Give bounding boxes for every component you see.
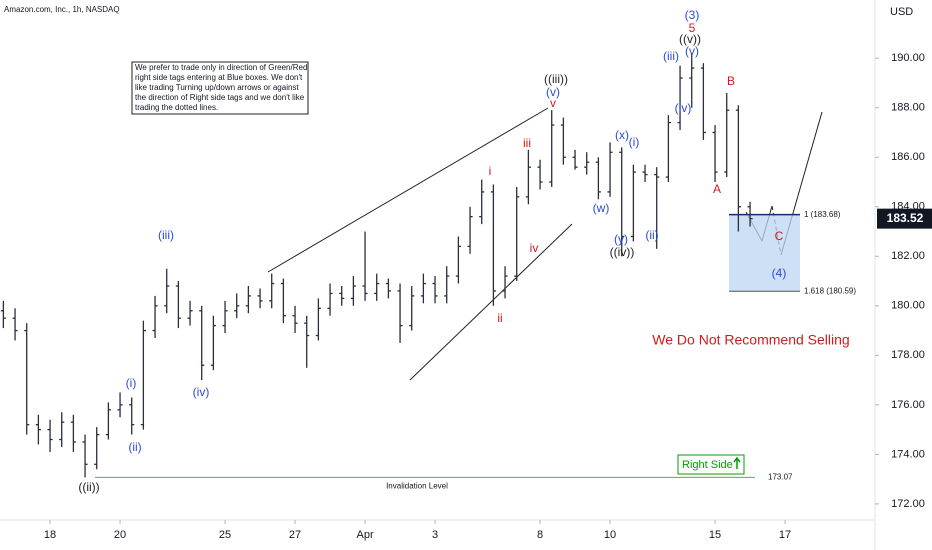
wave-label: (w)	[593, 201, 610, 215]
note-line: We prefer to trade only in direction of …	[135, 63, 307, 72]
wave-label: C	[775, 229, 784, 243]
wave-label: (i)	[126, 376, 137, 390]
note-line: like trading Turning up/down arrows or a…	[135, 83, 299, 92]
wave-label: i	[489, 164, 492, 178]
trend-line	[267, 107, 549, 273]
invalidation-label: Invalidation Level	[386, 482, 448, 491]
zone-bottom-label: 1.618 (180.59)	[804, 286, 856, 295]
x-tick-label: 27	[289, 529, 301, 541]
y-tick-label: 186.00	[891, 151, 925, 163]
wave-label: (iii)	[663, 49, 679, 63]
note-line: the direction of Right side tags and we …	[135, 93, 305, 102]
wave-label: (4)	[772, 266, 787, 280]
price-tag-label: 183.52	[887, 211, 924, 225]
x-tick-label: 25	[219, 529, 231, 541]
wave-label: iv	[530, 241, 539, 255]
right-side-box	[677, 454, 745, 475]
wave-label: (y)	[614, 232, 628, 246]
wave-label: 5	[689, 21, 696, 35]
trend-line	[409, 223, 573, 381]
target-zone	[729, 214, 800, 292]
y-tick-label: 172.00	[891, 498, 925, 510]
x-tick-label: 10	[604, 529, 616, 541]
wave-label: (v)	[685, 44, 699, 58]
wave-label: (ii)	[128, 440, 141, 454]
zone-top-label: 1 (183.68)	[804, 210, 841, 219]
wave-label: (i)	[629, 135, 640, 149]
x-tick-label: 3	[432, 529, 438, 541]
wave-label: (iii)	[158, 228, 174, 242]
invalidation-value: 173.07	[768, 473, 793, 482]
right-side-arrow	[733, 456, 741, 469]
wave-label: (iv)	[675, 101, 692, 115]
price-tag	[877, 208, 932, 229]
y-tick-label: 190.00	[891, 52, 925, 64]
x-tick-label: 17	[779, 529, 791, 541]
y-tick-label: 180.00	[891, 300, 925, 312]
wave-label: (3)	[685, 8, 700, 22]
y-tick-label: 188.00	[891, 102, 925, 114]
wave-label: (v)	[546, 85, 560, 99]
x-tick-label: Apr	[356, 529, 373, 541]
x-tick-label: 20	[114, 529, 126, 541]
wave-label: iii	[523, 136, 531, 150]
wave-label: ((iv))	[610, 245, 635, 259]
wave-label: A	[713, 182, 721, 196]
wave-label: ((ii))	[78, 480, 99, 494]
y-tick-label: 176.00	[891, 399, 925, 411]
x-tick-label: 18	[44, 529, 56, 541]
warning-text: We Do Not Recommend Selling	[652, 332, 849, 348]
wave-label: (x)	[615, 128, 629, 142]
wave-label: B	[727, 74, 735, 88]
y-tick-label: 182.00	[891, 250, 925, 262]
x-tick-label: 15	[709, 529, 721, 541]
y-tick-label: 174.00	[891, 448, 925, 460]
y-tick-label: 178.00	[891, 349, 925, 361]
wave-label: ((iii))	[544, 72, 568, 86]
wave-label: ((v))	[679, 32, 701, 46]
x-tick-label: 8	[537, 529, 543, 541]
right-side-label: Right Side	[682, 459, 733, 471]
wave-label: (ii)	[645, 228, 658, 242]
wave-label: ii	[497, 311, 502, 325]
wave-label: v	[550, 96, 556, 110]
note-box	[131, 61, 309, 115]
wave-label: (iv)	[193, 385, 210, 399]
chart-title: Amazon.com, Inc., 1h, NASDAQ	[4, 5, 120, 14]
note-line: right side tags entering at Blue boxes. …	[135, 73, 303, 82]
note-line: trading the dotted lines.	[135, 103, 218, 112]
currency-label: USD	[890, 6, 913, 18]
